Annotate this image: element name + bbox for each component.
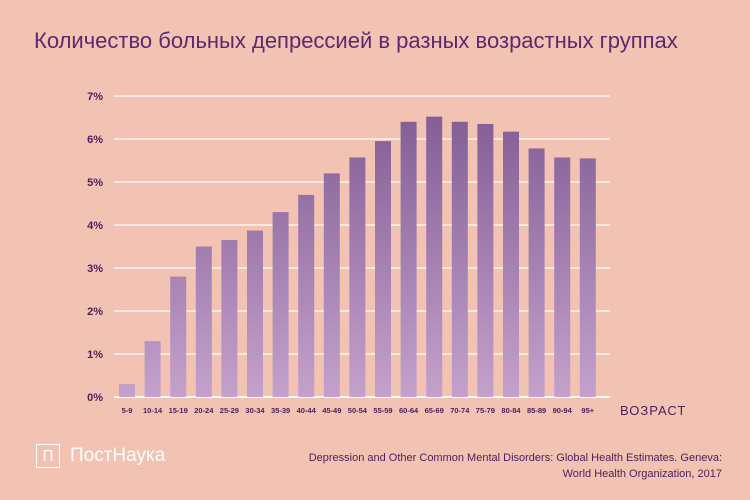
- source-line-1: Depression and Other Common Mental Disor…: [308, 452, 722, 464]
- y-tick-label: 2%: [87, 306, 103, 318]
- x-axis-label: ВОЗРАСТ: [620, 403, 686, 418]
- bar: [221, 240, 238, 397]
- x-tick-label: 15-19: [169, 406, 188, 415]
- bar: [349, 157, 366, 397]
- bar: [375, 141, 391, 397]
- x-tick-label: 30-34: [245, 406, 265, 415]
- bar: [272, 212, 289, 397]
- x-tick-label: 45-49: [322, 406, 341, 415]
- x-tick-label: 75-79: [476, 406, 495, 415]
- bar: [554, 157, 571, 397]
- logo-text: ПостНаука: [70, 445, 166, 466]
- bar: [144, 341, 161, 397]
- y-tick-label: 7%: [87, 91, 103, 103]
- bar: [528, 148, 545, 397]
- bar: [426, 116, 443, 397]
- x-tick-label: 80-84: [501, 406, 521, 415]
- y-tick-label: 0%: [87, 392, 103, 404]
- postnauka-logo: П ПостНаука: [36, 444, 165, 468]
- x-tick-label: 95+: [581, 406, 594, 415]
- x-tick-label: 40-44: [297, 406, 317, 415]
- x-tick-label: 70-74: [450, 406, 470, 415]
- bar: [195, 246, 212, 397]
- x-tick-label: 50-54: [348, 406, 368, 415]
- bar: [247, 230, 263, 397]
- y-tick-label: 4%: [87, 220, 103, 232]
- bars: [119, 116, 596, 398]
- bar: [170, 276, 187, 397]
- y-tick-label: 3%: [87, 263, 103, 275]
- x-tick-label: 25-29: [220, 406, 239, 415]
- source-line-2: World Health Organization, 2017: [562, 468, 722, 480]
- y-tick-label: 5%: [87, 177, 103, 189]
- x-tick-label: 90-94: [553, 406, 573, 415]
- y-axis-ticks: 0% 1% 2% 3% 4% 5% 6% 7%: [87, 91, 103, 404]
- bar: [298, 194, 315, 397]
- bar: [400, 121, 417, 398]
- x-tick-label: 5-9: [122, 406, 133, 415]
- bar: [477, 123, 494, 397]
- x-tick-label: 10-14: [143, 406, 163, 415]
- bar: [451, 121, 468, 398]
- x-tick-label: 65-69: [425, 406, 444, 415]
- x-axis-ticks: 5-9 10-14 15-19 20-24 25-29 30-34 35-39 40-44 45…: [122, 406, 595, 415]
- y-tick-label: 1%: [87, 349, 103, 361]
- source-citation: Depression and Other Common Mental Disor…: [262, 450, 722, 482]
- bar: [503, 131, 519, 397]
- bar: [119, 384, 135, 397]
- chart-title: Количество больных депрессией в разных в…: [34, 28, 678, 53]
- x-tick-label: 35-39: [271, 406, 290, 415]
- x-tick-label: 85-89: [527, 406, 546, 415]
- x-tick-label: 60-64: [399, 406, 419, 415]
- x-tick-label: 55-59: [373, 406, 392, 415]
- x-tick-label: 20-24: [194, 406, 214, 415]
- logo-mark: П: [36, 444, 60, 468]
- y-tick-label: 6%: [87, 134, 103, 146]
- bar: [579, 158, 596, 397]
- bar: [323, 173, 340, 397]
